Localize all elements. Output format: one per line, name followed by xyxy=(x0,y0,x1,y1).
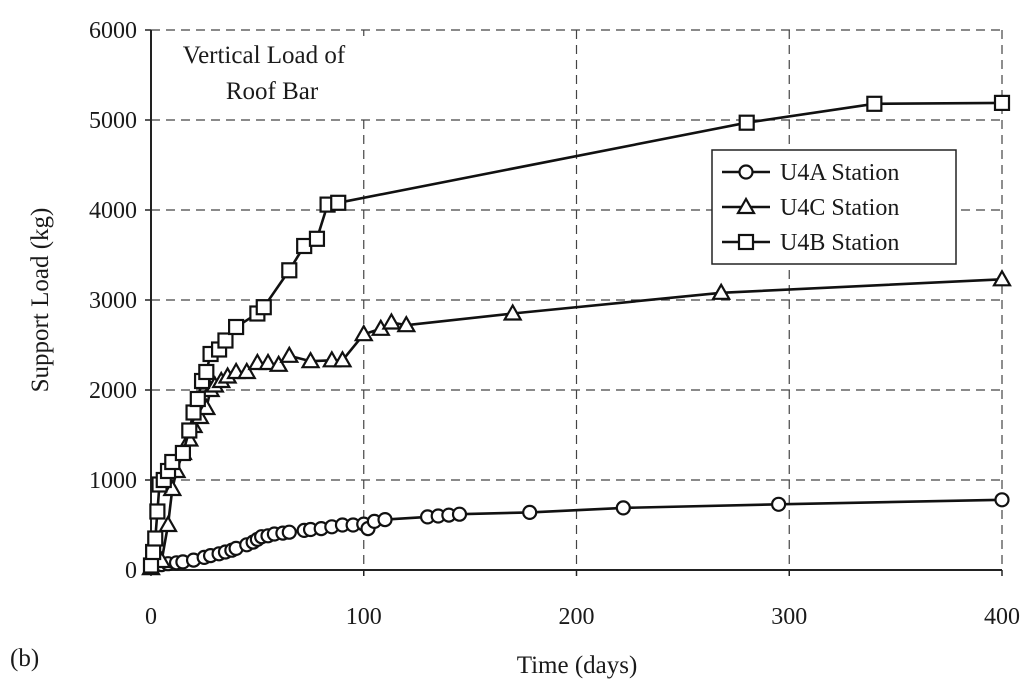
data-point xyxy=(396,314,417,333)
x-tick-label: 200 xyxy=(559,604,595,630)
data-point xyxy=(158,514,178,533)
annotation-line-2: Roof Bar xyxy=(226,78,319,105)
gridlines xyxy=(151,29,1003,570)
data-point xyxy=(189,390,206,408)
annotation-line-1: Vertical Load of xyxy=(183,42,346,69)
data-point xyxy=(377,511,393,528)
data-point xyxy=(281,524,297,540)
tick-labels: 0 1000 2000 3000 4000 5000 6000 0 100 200 300 400 xyxy=(89,18,1020,630)
data-point xyxy=(145,543,162,561)
legend-marker xyxy=(736,196,756,215)
data-point xyxy=(738,114,755,131)
data-point xyxy=(149,503,166,520)
y-tick-label: 1000 xyxy=(89,468,137,494)
y-tick-label: 4000 xyxy=(89,198,137,224)
y-tick-label: 0 xyxy=(125,558,137,584)
y-tick-label: 6000 xyxy=(89,18,137,44)
legend-marker xyxy=(737,233,755,251)
data-point xyxy=(228,318,245,336)
data-point xyxy=(258,352,278,371)
data-point xyxy=(615,500,631,516)
data-point xyxy=(198,363,215,381)
data-point xyxy=(330,194,347,211)
y-tick-label: 2000 xyxy=(89,378,137,404)
data-point xyxy=(866,95,883,112)
legend: U4A Station U4C Station U4B Station xyxy=(711,149,957,265)
x-tick-label: 400 xyxy=(984,604,1020,630)
series xyxy=(141,94,1012,576)
x-tick-label: 0 xyxy=(145,604,157,630)
annotation: Vertical Load of Roof Bar xyxy=(160,36,365,114)
data-point xyxy=(174,444,192,462)
data-point xyxy=(300,350,321,369)
y-tick-label: 3000 xyxy=(89,288,137,314)
data-point xyxy=(236,361,257,380)
legend-item: U4A Station xyxy=(722,160,899,186)
legend-item: U4B Station xyxy=(722,230,899,256)
x-tick-label: 100 xyxy=(346,604,382,630)
data-point xyxy=(281,262,298,279)
legend-label: U4A Station xyxy=(780,160,899,186)
data-point xyxy=(353,323,374,342)
legend-marker xyxy=(738,164,754,180)
legend-label: U4B Station xyxy=(780,230,899,256)
annotation-background xyxy=(160,36,365,114)
data-point xyxy=(217,332,234,349)
data-point xyxy=(992,269,1012,287)
legend-items: U4A Station U4C Station U4B Station xyxy=(722,160,899,256)
series-circle xyxy=(143,492,1010,575)
data-point xyxy=(185,404,202,421)
data-point xyxy=(771,496,787,512)
data-point xyxy=(502,303,523,321)
data-point xyxy=(332,350,353,368)
data-point xyxy=(381,312,402,330)
data-point xyxy=(255,299,272,316)
legend-label: U4C Station xyxy=(780,195,899,221)
y-tick-label: 5000 xyxy=(89,108,137,134)
legend-item: U4C Station xyxy=(722,195,899,221)
panel-label: (b) xyxy=(10,645,39,672)
data-point xyxy=(993,94,1011,112)
data-point xyxy=(142,557,160,574)
data-point xyxy=(181,422,198,439)
data-point xyxy=(994,492,1010,508)
data-point xyxy=(451,506,468,522)
data-point xyxy=(711,282,732,300)
data-point xyxy=(308,230,326,247)
series-square xyxy=(142,94,1011,574)
y-axis-title: Support Load (kg) xyxy=(27,208,54,393)
x-axis-title: Time (days) xyxy=(517,652,638,679)
data-point xyxy=(279,345,300,363)
x-tick-label: 300 xyxy=(771,604,807,630)
data-point xyxy=(147,530,164,547)
data-point xyxy=(522,504,538,521)
data-point xyxy=(268,354,289,372)
